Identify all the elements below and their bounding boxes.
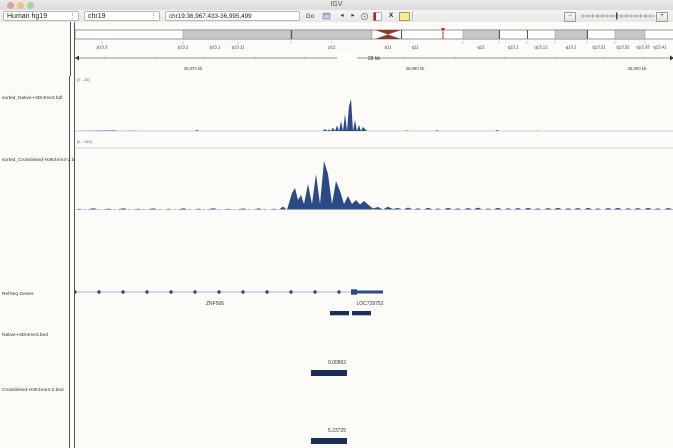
svg-text:q13.33: q13.33 — [636, 45, 650, 50]
svg-text:q13.31: q13.31 — [592, 45, 606, 50]
svg-text:p13.3: p13.3 — [97, 45, 108, 50]
svg-text:5.23725: 5.23725 — [328, 428, 346, 434]
svg-text:36,990 kb: 36,990 kb — [628, 66, 647, 71]
svg-text:ZNF506: ZNF506 — [206, 301, 224, 307]
svg-text:q13.32: q13.32 — [616, 45, 630, 50]
svg-text:36,980 kb: 36,980 kb — [406, 66, 425, 71]
svg-text:0.00862: 0.00862 — [328, 360, 346, 366]
svg-text:p11: p11 — [385, 45, 392, 50]
svg-text:q13.41: q13.41 — [653, 45, 667, 50]
svg-text:q13.1: q13.1 — [508, 45, 519, 50]
svg-text:q13.12: q13.12 — [534, 45, 548, 50]
svg-text:q13.2: q13.2 — [566, 45, 577, 50]
svg-text:q12: q12 — [477, 45, 485, 50]
svg-text:28 kb: 28 kb — [368, 56, 380, 62]
svg-text:p13.2: p13.2 — [178, 45, 189, 50]
svg-text:LOC729752: LOC729752 — [357, 301, 384, 307]
svg-text:p13.11: p13.11 — [232, 45, 245, 50]
svg-text:p13.1: p13.1 — [210, 45, 221, 50]
svg-text:p12: p12 — [328, 45, 336, 50]
svg-text:q11: q11 — [412, 45, 419, 50]
svg-text:36,970 kb: 36,970 kb — [184, 66, 203, 71]
